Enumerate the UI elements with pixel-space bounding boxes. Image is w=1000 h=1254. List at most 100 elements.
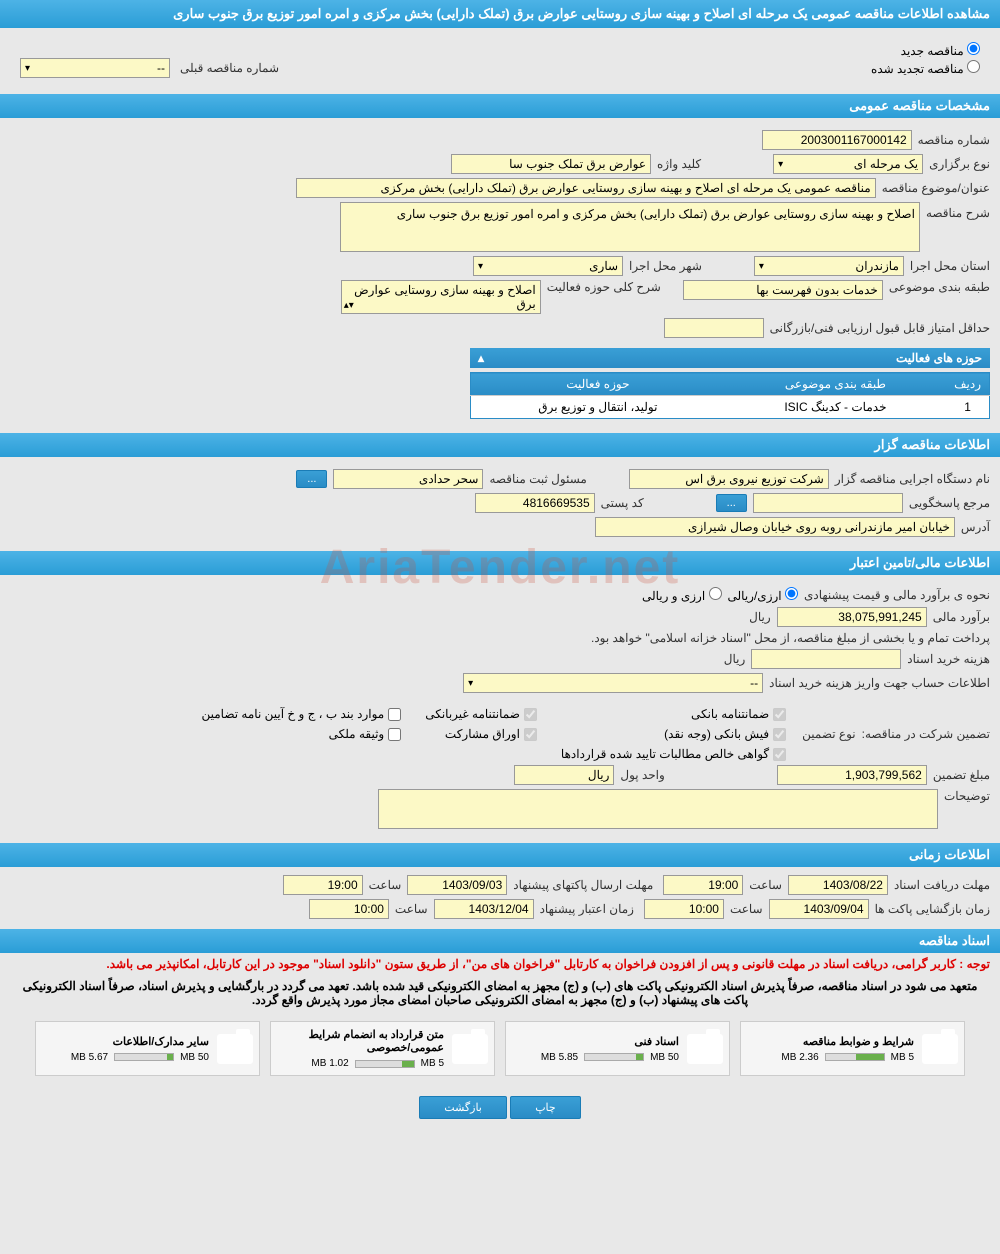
send-date: 1403/09/03 bbox=[407, 875, 507, 895]
org-name-label: نام دستگاه اجرایی مناقصه گزار bbox=[835, 472, 990, 486]
type-dropdown[interactable]: یک مرحله ای▾ bbox=[773, 154, 923, 174]
section-docs: اسناد مناقصه bbox=[0, 929, 1000, 953]
contact-more-button[interactable]: ... bbox=[716, 494, 747, 512]
collapse-icon[interactable]: ▴ bbox=[478, 351, 484, 365]
chk-nonbank[interactable]: ضمانتنامه غیربانکی bbox=[425, 707, 537, 721]
red-notice: توجه : کاربر گرامی، دریافت اسناد در مهلت… bbox=[0, 953, 1000, 975]
doc-card-4[interactable]: سایر مدارک/اطلاعات 50 MB 5.67 MB bbox=[35, 1021, 260, 1076]
currency-label: ریال bbox=[749, 610, 771, 624]
doc-title: متن قرارداد به انضمام شرایط عمومی/خصوصی bbox=[277, 1028, 444, 1054]
desc-field: اصلاح و بهینه سازی روستایی عوارض برق (تم… bbox=[340, 202, 920, 252]
method-opt1[interactable]: ارزی/ریالی bbox=[728, 587, 798, 603]
section-financial: اطلاعات مالی/تامین اعتبار bbox=[0, 551, 1000, 575]
purchase-field[interactable] bbox=[751, 649, 901, 669]
contact-label: مرجع پاسخگویی bbox=[909, 496, 990, 510]
radio-new[interactable]: مناقصه جدید bbox=[901, 44, 980, 58]
estimate-field: 38,075,991,245 bbox=[777, 607, 927, 627]
doc-title: اسناد فنی bbox=[512, 1035, 679, 1048]
classification-label: طبقه بندی موضوعی bbox=[889, 280, 990, 294]
unit-label: واحد پول bbox=[620, 768, 664, 782]
chk-bonds[interactable]: اوراق مشارکت bbox=[425, 727, 537, 741]
method-opt2[interactable]: ارزی و ریالی bbox=[642, 587, 722, 603]
guarantee-label: تضمین شرکت در مناقصه: bbox=[862, 727, 990, 741]
keyword-field: عوارض برق تملک جنوب سا bbox=[451, 154, 651, 174]
doc-card-3[interactable]: متن قرارداد به انضمام شرایط عمومی/خصوصی … bbox=[270, 1021, 495, 1076]
chk-property[interactable]: وثیقه ملکی bbox=[202, 727, 402, 741]
section-organizer: اطلاعات مناقصه گزار bbox=[0, 433, 1000, 457]
estimate-label: برآورد مالی bbox=[933, 610, 990, 624]
min-score-field[interactable] bbox=[664, 318, 764, 338]
chk-cash[interactable]: فیش بانکی (وجه نقد) bbox=[561, 727, 786, 741]
keyword-label: کلید واژه bbox=[657, 157, 701, 171]
account-label: اطلاعات حساب جهت واریز هزینه خرید اسناد bbox=[769, 676, 990, 690]
prev-number-dropdown[interactable]: --▾ bbox=[20, 58, 170, 78]
section-timing: اطلاعات زمانی bbox=[0, 843, 1000, 867]
guarantee-type-label: نوع تضمین bbox=[802, 727, 855, 741]
open-time: 10:00 bbox=[644, 899, 724, 919]
black-notice: متعهد می شود در اسناد مناقصه، صرفاً پذیر… bbox=[0, 975, 1000, 1011]
folder-icon bbox=[452, 1034, 488, 1064]
org-name-field: شرکت توزیع نیروی برق اس bbox=[629, 469, 829, 489]
type-label: نوع برگزاری bbox=[929, 157, 990, 171]
activity-title: حوزه های فعالیت ▴ bbox=[470, 348, 990, 368]
folder-icon bbox=[217, 1034, 253, 1064]
receive-label: مهلت دریافت اسناد bbox=[894, 878, 990, 892]
col-domain: حوزه فعالیت bbox=[471, 373, 725, 396]
method-label: نحوه ی برآورد مالی و قیمت پیشنهادی bbox=[804, 588, 990, 602]
account-dropdown[interactable]: --▾ bbox=[463, 673, 763, 693]
section-general: مشخصات مناقصه عمومی bbox=[0, 94, 1000, 118]
validity-label: زمان اعتبار پیشنهاد bbox=[540, 902, 634, 916]
province-label: استان محل اجرا bbox=[910, 259, 990, 273]
print-button[interactable]: چاپ bbox=[510, 1096, 581, 1119]
open-label: زمان بازگشایی پاکت ها bbox=[875, 902, 990, 916]
activity-table: ردیف طبقه بندی موضوعی حوزه فعالیت 1 خدما… bbox=[470, 372, 990, 419]
back-button[interactable]: بازگشت bbox=[419, 1096, 507, 1119]
tender-no-field: 2003001167000142 bbox=[762, 130, 912, 150]
open-date: 1403/09/04 bbox=[769, 899, 869, 919]
address-field: خیابان امیر مازندرانی روبه روی خیابان وص… bbox=[595, 517, 955, 537]
classification-field: خدمات بدون فهرست بها bbox=[683, 280, 883, 300]
folder-icon bbox=[687, 1034, 723, 1064]
chk-items[interactable]: موارد بند ب ، ج و خ آیین نامه تضامین bbox=[202, 707, 402, 721]
tender-no-label: شماره مناقصه bbox=[918, 133, 990, 147]
page-title: مشاهده اطلاعات مناقصه عمومی یک مرحله ای … bbox=[0, 0, 1000, 28]
receive-date: 1403/08/22 bbox=[788, 875, 888, 895]
city-dropdown[interactable]: ساری▾ bbox=[473, 256, 623, 276]
more-button[interactable]: ... bbox=[296, 470, 327, 488]
col-class: طبقه بندی موضوعی bbox=[725, 373, 946, 396]
activity-desc-label: شرح کلی حوزه فعالیت bbox=[547, 280, 661, 294]
address-label: آدرس bbox=[961, 520, 990, 534]
desc-label: شرح مناقصه bbox=[926, 202, 990, 220]
table-row: 1 خدمات - کدینگ ISIC تولید، انتقال و توز… bbox=[471, 396, 990, 419]
purchase-label: هزینه خرید اسناد bbox=[907, 652, 990, 666]
notes-label: توضیحات bbox=[944, 789, 990, 803]
doc-title: شرایط و ضوابط مناقصه bbox=[747, 1035, 914, 1048]
folder-icon bbox=[922, 1034, 958, 1064]
doc-title: سایر مدارک/اطلاعات bbox=[42, 1035, 209, 1048]
min-score-label: حداقل امتیاز قابل قبول ارزیابی فنی/بازرگ… bbox=[770, 321, 990, 335]
chk-bank[interactable]: ضمانتنامه بانکی bbox=[561, 707, 786, 721]
send-label: مهلت ارسال پاکتهای پیشنهاد bbox=[513, 878, 653, 892]
doc-card-1[interactable]: شرایط و ضوابط مناقصه 5 MB 2.36 MB bbox=[740, 1021, 965, 1076]
validity-date: 1403/12/04 bbox=[434, 899, 534, 919]
prev-number-label: شماره مناقصه قبلی bbox=[180, 61, 279, 75]
validity-time: 10:00 bbox=[309, 899, 389, 919]
responsible-field: سحر حدادی bbox=[333, 469, 483, 489]
responsible-label: مسئول ثبت مناقصه bbox=[489, 472, 586, 486]
subject-field: مناقصه عمومی یک مرحله ای اصلاح و بهینه س… bbox=[296, 178, 876, 198]
payment-note: پرداخت تمام و یا بخشی از مبلغ مناقصه، از… bbox=[591, 631, 990, 645]
city-label: شهر محل اجرا bbox=[629, 259, 702, 273]
province-dropdown[interactable]: مازندران▾ bbox=[754, 256, 904, 276]
contact-field bbox=[753, 493, 903, 513]
chk-net[interactable]: گواهی خالص مطالبات تایید شده قراردادها bbox=[561, 747, 786, 761]
postal-field: 4816669535 bbox=[475, 493, 595, 513]
unit-field: ریال bbox=[514, 765, 614, 785]
send-time: 19:00 bbox=[283, 875, 363, 895]
amount-label: مبلغ تضمین bbox=[933, 768, 990, 782]
receive-time: 19:00 bbox=[663, 875, 743, 895]
amount-field: 1,903,799,562 bbox=[777, 765, 927, 785]
radio-renewed[interactable]: مناقصه تجدید شده bbox=[871, 60, 980, 76]
doc-card-2[interactable]: اسناد فنی 50 MB 5.85 MB bbox=[505, 1021, 730, 1076]
notes-field[interactable] bbox=[378, 789, 938, 829]
activity-desc-field: اصلاح و بهینه سازی روستایی عوارض برق▾▴ bbox=[341, 280, 541, 314]
